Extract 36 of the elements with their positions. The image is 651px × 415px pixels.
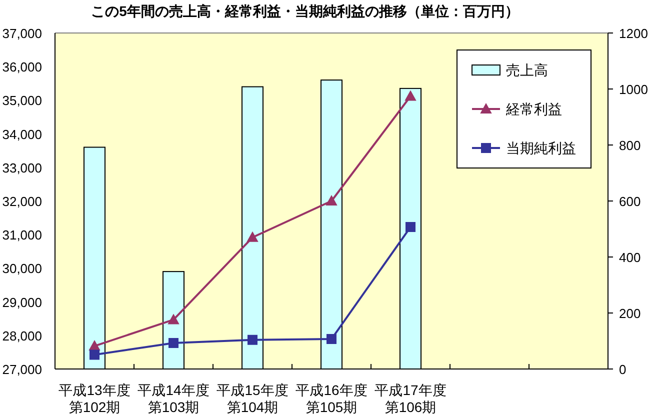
y-tick-label: 29,000	[2, 294, 42, 310]
point	[248, 334, 258, 345]
y2-tick-label: 800	[619, 138, 641, 153]
legend-label: 当期純利益	[506, 140, 576, 156]
point	[168, 314, 179, 324]
y-tick-label: 34,000	[2, 126, 42, 142]
y-tick-label: 35,000	[2, 93, 42, 108]
y-tick-label: 33,000	[2, 160, 42, 176]
x-tick-label: 平成14年度第103期	[138, 382, 210, 415]
x-tick-label: 平成16年度第105期	[296, 382, 368, 415]
x-tick-label: 平成13年度第102期	[58, 382, 130, 415]
y-tick-label: 32,000	[2, 194, 42, 209]
y-tick-label: 36,000	[2, 60, 42, 75]
point	[405, 90, 416, 101]
legend-label: 売上高	[506, 62, 548, 78]
chart-title: この5年間の売上高・経常利益・当期純利益の推移（単位：百万円）	[91, 3, 519, 19]
x-tick-label: 平成17年度第106期	[374, 382, 446, 415]
point	[326, 334, 336, 344]
point	[326, 196, 337, 206]
y2-tick-label: 400	[619, 250, 641, 265]
point	[168, 338, 178, 348]
y2-tick-label: 200	[619, 306, 641, 321]
legend-label: 経常利益	[505, 101, 562, 117]
y-tick-label: 37,000	[2, 26, 42, 41]
y-tick-label: 27,000	[2, 362, 42, 377]
x-tick-label: 平成15年度第104期	[216, 382, 288, 415]
point	[90, 350, 100, 360]
y2-tick-label: 600	[619, 194, 641, 209]
y-tick-label: 31,000	[2, 228, 42, 243]
point	[247, 232, 258, 242]
y2-tick-label: 1200	[619, 26, 648, 41]
y2-tick-label: 0	[619, 362, 626, 377]
y-tick-label: 28,000	[2, 328, 42, 344]
y-tick-label: 30,000	[2, 261, 42, 276]
point	[406, 222, 416, 232]
y2-tick-label: 1000	[619, 82, 648, 97]
